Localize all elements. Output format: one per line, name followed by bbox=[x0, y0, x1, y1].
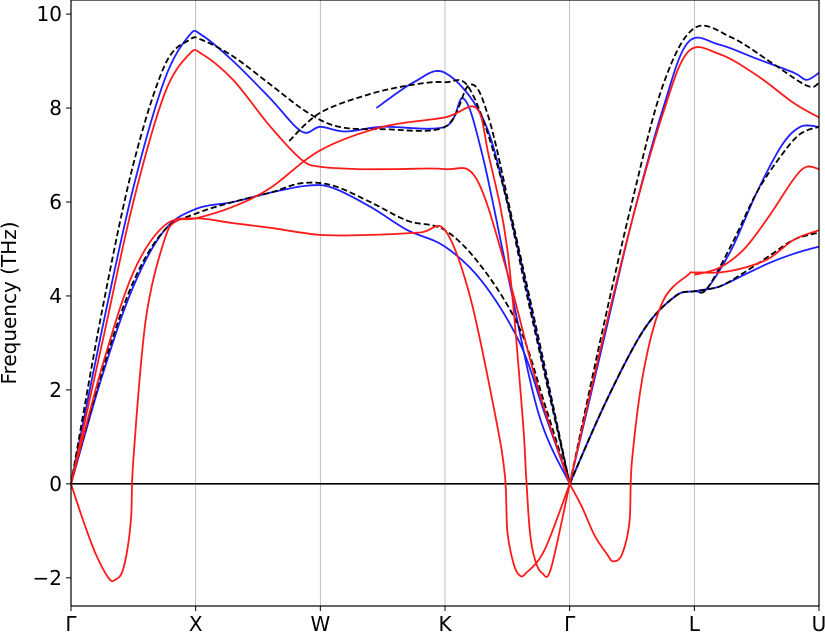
y-tick-label: 4 bbox=[49, 284, 62, 308]
phonon-branch-line bbox=[568, 24, 820, 485]
phonon-branch-line bbox=[568, 36, 820, 485]
x-tick-label: W bbox=[310, 612, 330, 633]
y-axis-ticks: −2 0 2 4 6 8 10 bbox=[33, 2, 71, 590]
phonon-branch-line bbox=[568, 124, 820, 485]
y-tick-label: 8 bbox=[49, 96, 62, 120]
x-tick-label: X bbox=[189, 612, 203, 633]
y-tick-label: 2 bbox=[49, 378, 62, 402]
band-series-1 bbox=[70, 24, 820, 485]
y-tick-label: 6 bbox=[49, 190, 62, 214]
phonon-branch-line bbox=[70, 184, 571, 485]
x-tick-label: Γ bbox=[65, 612, 77, 633]
x-tick-label: K bbox=[438, 612, 452, 633]
band-series-2 bbox=[70, 46, 820, 583]
phonon-branch-line bbox=[568, 231, 820, 485]
phonon-branch-line bbox=[70, 181, 571, 485]
y-axis-label: Frequency (THz) bbox=[0, 221, 21, 384]
y-tick-label: 10 bbox=[37, 2, 62, 26]
x-tick-label: U bbox=[812, 612, 825, 633]
phonon-branch-line bbox=[70, 49, 571, 485]
x-tick-label: Γ bbox=[564, 612, 576, 633]
x-tick-label: L bbox=[689, 612, 701, 633]
phonon-branch-line bbox=[70, 217, 571, 578]
y-tick-label: −2 bbox=[33, 566, 62, 590]
phonon-branch-line bbox=[568, 229, 820, 563]
grid-lines bbox=[195, 0, 695, 606]
y-tick-label: 0 bbox=[49, 472, 62, 496]
phonon-branch-line bbox=[70, 36, 571, 485]
band-series bbox=[70, 24, 820, 583]
phonon-branch-line bbox=[568, 46, 820, 485]
phonon-branch-line bbox=[288, 79, 571, 485]
phonon-branch-line bbox=[694, 165, 820, 276]
phonon-branch-line bbox=[70, 105, 571, 583]
phonon-branch-line bbox=[70, 29, 571, 485]
